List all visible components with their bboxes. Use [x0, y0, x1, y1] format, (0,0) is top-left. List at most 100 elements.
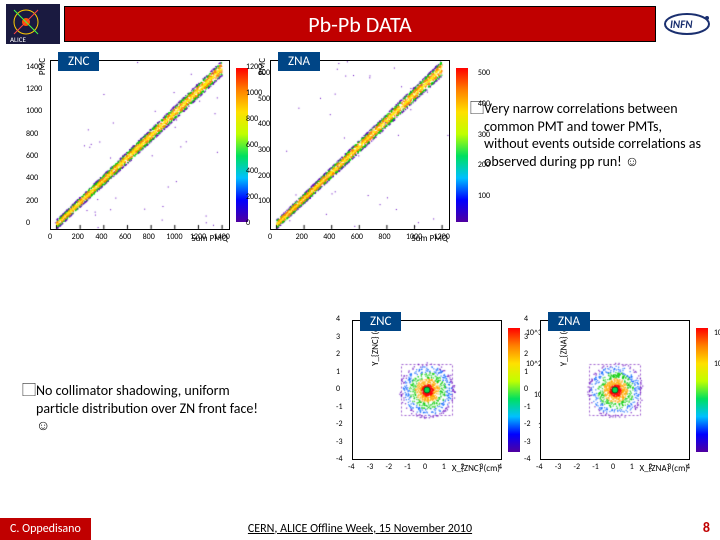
y-tick: -1	[524, 402, 531, 412]
y-tick: 1400	[26, 62, 42, 72]
y-tick: 1200	[246, 62, 262, 72]
colorbar	[696, 328, 708, 452]
x-tick: 1000	[406, 232, 422, 242]
x-tick: 0	[611, 462, 615, 472]
x-axis-label: X_{ZNC} (cm)	[452, 463, 500, 474]
x-tick: -4	[348, 462, 355, 472]
x-tick: -2	[386, 462, 393, 472]
y-tick: 3	[524, 332, 528, 342]
colorbar-tick: 200	[258, 171, 270, 181]
y-tick: 1200	[26, 84, 42, 94]
y-tick: 1000	[26, 106, 42, 116]
plot-frame	[50, 60, 230, 230]
plot-label-znc: ZNC	[58, 52, 99, 71]
title-text: Pb-Pb DATA	[308, 11, 412, 38]
x-tick: -1	[592, 462, 599, 472]
scatter-plot-zna-pmt: ZNA Sum PMQPMC10020030040050002004006008…	[270, 60, 450, 230]
y-tick: 600	[246, 140, 258, 150]
svg-text:ALICE: ALICE	[10, 35, 26, 44]
x-tick: 4	[686, 462, 690, 472]
plot-label-zna: ZNA	[278, 52, 320, 71]
colorbar-tick: 400	[258, 119, 270, 129]
y-tick: 2	[336, 349, 340, 359]
colorbar-tick: 100	[258, 196, 270, 206]
y-tick: -3	[336, 437, 343, 447]
y-tick: 4	[336, 314, 340, 324]
plot-label-zna2: ZNA	[548, 312, 590, 331]
footer-center: CERN, ALICE Offline Week, 15 November 20…	[248, 522, 472, 536]
y-tick: -2	[524, 419, 531, 429]
x-tick: 200	[296, 232, 308, 242]
y-tick: -1	[336, 402, 343, 412]
y-tick: 400	[246, 166, 258, 176]
y-tick: 0	[336, 384, 340, 394]
hitmap-plot-zna: ZNA X_{ZNA} (cm)Y_{ZNA} (cm)11010^210^3-…	[540, 320, 690, 460]
x-axis-label: X_{ZNA} (cm)	[639, 463, 688, 474]
x-tick: -3	[555, 462, 562, 472]
svg-text:INFN: INFN	[670, 18, 693, 31]
x-tick: 1	[442, 462, 446, 472]
colorbar-tick: 500	[478, 68, 490, 78]
plot-frame	[270, 60, 450, 230]
x-tick: 1200	[190, 232, 206, 242]
x-tick: 3	[479, 462, 483, 472]
x-tick: 800	[378, 232, 390, 242]
y-tick: 1000	[246, 88, 262, 98]
x-tick: 0	[268, 232, 272, 242]
colorbar-tick: 300	[258, 145, 270, 155]
y-tick: 200	[246, 192, 258, 202]
colorbar	[456, 68, 468, 222]
x-tick: 400	[95, 232, 107, 242]
y-tick: 800	[246, 114, 258, 124]
x-tick: 1000	[166, 232, 182, 242]
x-tick: -1	[404, 462, 411, 472]
annotation-correlations: ⃞Very narrow correlations between common…	[484, 100, 704, 170]
x-tick: 0	[423, 462, 427, 472]
x-tick: -4	[536, 462, 543, 472]
colorbar	[508, 328, 520, 452]
y-tick: 0	[26, 218, 30, 228]
hitmap-plot-znc: ZNC X_{ZNC} (cm)Y_{ZNC} (cm)11010^210^3-…	[352, 320, 502, 460]
title-bar: Pb-Pb DATA	[64, 6, 656, 42]
x-tick: 200	[72, 232, 84, 242]
y-tick: 1	[336, 367, 340, 377]
y-tick: 0	[524, 384, 528, 394]
x-tick: 1	[630, 462, 634, 472]
colorbar-tick: 10^2	[714, 359, 720, 369]
x-tick: 0	[48, 232, 52, 242]
footer: C. Oppedisano CERN, ALICE Offline Week, …	[0, 514, 720, 540]
annotation-collimator: ⃞No collimator shadowing, uniform partic…	[36, 382, 266, 435]
footer-author: C. Oppedisano	[0, 518, 91, 540]
scatter-plot-znc-pmt: ZNC Sum PMQPMC10020030040050060002004006…	[50, 60, 230, 230]
y-tick: -2	[336, 419, 343, 429]
colorbar-tick: 100	[478, 191, 490, 201]
y-tick: 0	[246, 218, 250, 228]
x-tick: 2	[649, 462, 653, 472]
y-tick: 400	[26, 173, 38, 183]
y-tick: 4	[524, 314, 528, 324]
x-tick: -3	[367, 462, 374, 472]
x-tick: 4	[498, 462, 502, 472]
y-tick: -4	[524, 454, 531, 464]
x-tick: 600	[351, 232, 363, 242]
alice-logo: ALICE	[6, 4, 60, 44]
y-tick: 200	[26, 196, 38, 206]
x-tick: 3	[667, 462, 671, 472]
y-tick: 1	[524, 367, 528, 377]
x-tick: 600	[119, 232, 131, 242]
footer-page-number: 8	[703, 519, 710, 536]
x-tick: 400	[323, 232, 335, 242]
y-tick: -3	[524, 437, 531, 447]
x-tick: 1200	[434, 232, 450, 242]
y-tick: 3	[336, 332, 340, 342]
y-tick: 800	[26, 129, 38, 139]
plot-label-znc2: ZNC	[360, 312, 401, 331]
infn-logo: INFN	[662, 8, 712, 40]
y-tick: -4	[336, 454, 343, 464]
x-tick: 1400	[214, 232, 230, 242]
x-tick: 800	[143, 232, 155, 242]
x-tick: -2	[574, 462, 581, 472]
x-tick: 2	[461, 462, 465, 472]
colorbar-tick: 10^3	[714, 328, 720, 338]
y-tick: 2	[524, 349, 528, 359]
